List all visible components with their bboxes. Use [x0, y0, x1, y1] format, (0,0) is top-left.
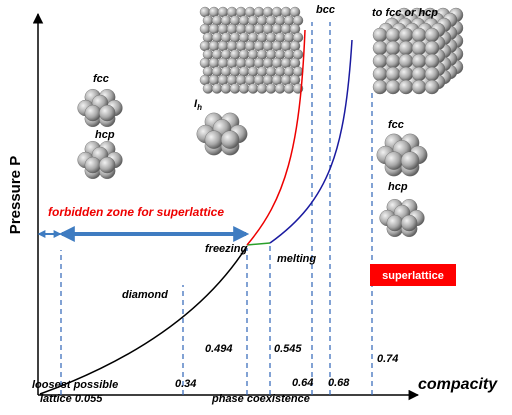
marker-label: 0.64 — [292, 377, 313, 389]
sphere — [411, 79, 427, 95]
curve-low-density — [39, 245, 248, 395]
sphere-structures — [77, 6, 464, 238]
marker-label: 0.545 — [274, 343, 302, 355]
marker-label: lattice 0.055 — [40, 393, 103, 405]
sphere — [372, 27, 388, 43]
sphere — [98, 156, 116, 174]
marker-label: 0.68 — [328, 377, 350, 389]
sphere — [385, 40, 401, 56]
sphere — [229, 83, 241, 94]
sphere — [411, 27, 427, 43]
sphere — [256, 83, 268, 94]
sphere — [398, 66, 414, 82]
sphere — [220, 83, 232, 94]
structure-label: hcp — [95, 129, 115, 141]
sphere — [424, 27, 440, 43]
coexistence-label: phase coexistence — [211, 393, 310, 405]
sphere — [398, 27, 414, 43]
superlattice-label: superlattice — [382, 270, 444, 282]
structure-label: Ih — [194, 98, 202, 112]
sphere — [372, 53, 388, 69]
sphere — [385, 27, 401, 43]
sphere — [211, 83, 223, 94]
sphere — [411, 66, 427, 82]
coexistence-line — [246, 242, 271, 246]
bcc-label: bcc — [316, 4, 335, 16]
structure-label: fcc — [388, 119, 404, 131]
structure-label: I — [194, 98, 198, 110]
sphere — [398, 79, 414, 95]
sphere — [372, 40, 388, 56]
sphere — [84, 156, 102, 174]
forbidden-label: forbidden zone for superlattice — [48, 205, 224, 219]
sphere — [204, 130, 224, 149]
curve-crystal — [269, 39, 353, 244]
sphere — [84, 104, 102, 122]
sphere — [424, 66, 440, 82]
y-axis-label: Pressure P — [7, 156, 24, 234]
x-axis-label: compacity — [418, 376, 498, 393]
sphere — [247, 83, 259, 94]
sphere — [386, 214, 403, 232]
sphere — [220, 130, 240, 149]
sphere — [283, 83, 295, 94]
sphere — [424, 40, 440, 56]
sphere — [372, 66, 388, 82]
structure-label: fcc — [93, 73, 109, 85]
structure-label: h — [197, 103, 202, 112]
sphere — [385, 79, 401, 95]
sphere — [274, 83, 286, 94]
sphere — [398, 40, 414, 56]
sphere — [238, 83, 250, 94]
sphere — [385, 66, 401, 82]
marker-label: loosest possible — [32, 379, 118, 391]
sphere — [384, 151, 404, 170]
sphere — [400, 151, 420, 170]
marker-label: 0.494 — [205, 343, 233, 355]
curve-fluid — [246, 29, 306, 246]
melting-label: melting — [277, 253, 316, 265]
superlattice-box — [370, 264, 456, 286]
sphere — [424, 53, 440, 69]
marker-lines — [60, 22, 373, 395]
freezing-label: freezing — [205, 243, 247, 255]
to-fcc-hcp-label: to fcc or hcp — [372, 7, 438, 19]
sphere — [411, 40, 427, 56]
sphere — [98, 104, 116, 122]
marker-label: 0.34 — [175, 378, 196, 390]
diamond-label: diamond — [122, 289, 168, 301]
sphere — [385, 53, 401, 69]
sphere — [265, 83, 277, 94]
sphere — [398, 53, 414, 69]
sphere — [202, 83, 214, 94]
sphere — [411, 53, 427, 69]
marker-label: 0.74 — [377, 353, 398, 365]
sphere — [401, 214, 418, 232]
sphere — [372, 79, 388, 95]
structure-label: hcp — [388, 181, 408, 193]
sphere — [424, 79, 440, 95]
